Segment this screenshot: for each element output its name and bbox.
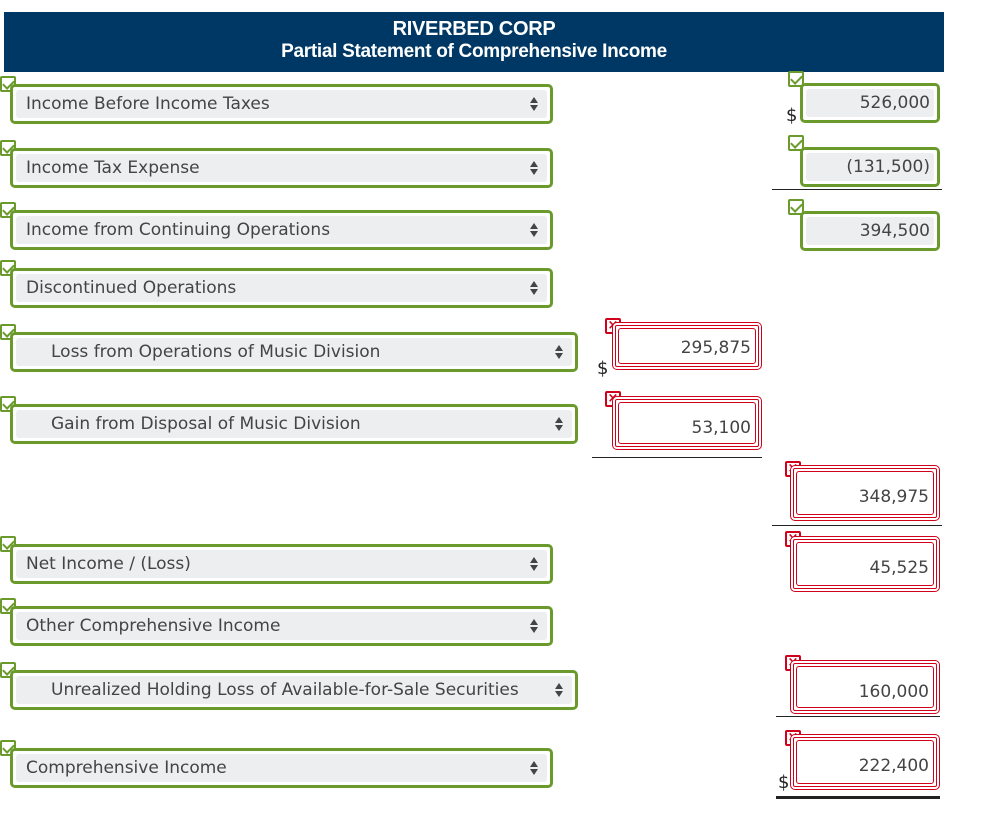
amount-value: 53,100 — [691, 418, 751, 438]
amount-value: 45,525 — [869, 558, 929, 578]
amount-value: 295,875 — [680, 338, 751, 358]
select-label: Other Comprehensive Income — [26, 616, 281, 636]
select-label: Unrealized Holding Loss of Available-for… — [51, 680, 519, 700]
select-label: Net Income / (Loss) — [26, 554, 191, 574]
currency-symbol: $ — [778, 772, 790, 793]
total-double-rule — [776, 796, 940, 799]
up-down-arrows-icon — [530, 95, 539, 113]
up-down-arrows-icon — [530, 555, 539, 573]
select-label: Income Tax Expense — [26, 158, 200, 178]
select-label: Income Before Income Taxes — [26, 94, 270, 114]
select-label: Discontinued Operations — [26, 278, 237, 298]
amount-value: 348,975 — [858, 487, 929, 507]
subtotal-rule — [772, 189, 942, 190]
line-item-select-discontinued-ops[interactable]: Discontinued Operations — [10, 268, 553, 308]
amount-input-income-continuing-ops[interactable]: 394,500 — [800, 211, 940, 251]
line-item-select-income-tax-expense[interactable]: Income Tax Expense — [10, 148, 553, 188]
up-down-arrows-icon — [530, 617, 539, 635]
line-item-select-loss-music-division[interactable]: Loss from Operations of Music Division — [10, 332, 578, 372]
amount-value: 394,500 — [859, 221, 930, 241]
line-item-select-comprehensive-income[interactable]: Comprehensive Income — [10, 748, 553, 788]
up-down-arrows-icon — [530, 759, 539, 777]
select-label: Comprehensive Income — [26, 758, 227, 778]
select-label: Gain from Disposal of Music Division — [51, 414, 361, 434]
subtotal-rule — [776, 716, 940, 717]
amount-input-income-tax-expense[interactable]: (131,500) — [800, 147, 940, 187]
amount-input-comprehensive-income[interactable]: 222,400 — [790, 734, 940, 790]
amount-input-loss-music-division[interactable]: 295,875 — [612, 322, 762, 370]
checkmark-icon — [788, 135, 804, 151]
up-down-arrows-icon — [530, 159, 539, 177]
line-item-select-net-income[interactable]: Net Income / (Loss) — [10, 544, 553, 584]
up-down-arrows-icon — [555, 681, 564, 699]
line-item-select-gain-disposal[interactable]: Gain from Disposal of Music Division — [10, 404, 578, 444]
select-label: Loss from Operations of Music Division — [51, 342, 381, 362]
amount-input-discontinued-total[interactable]: 348,975 — [790, 465, 940, 521]
amount-input-unrealized-holding-loss[interactable]: 160,000 — [790, 660, 940, 714]
up-down-arrows-icon — [555, 415, 564, 433]
amount-input-gain-disposal[interactable]: 53,100 — [612, 396, 762, 450]
subtotal-rule — [772, 525, 942, 526]
subtotal-rule — [592, 457, 762, 458]
line-item-select-income-before-taxes[interactable]: Income Before Income Taxes — [10, 84, 553, 124]
statement-title: Partial Statement of Comprehensive Incom… — [281, 41, 667, 62]
amount-value: 160,000 — [858, 682, 929, 702]
statement-header: RIVERBED CORP Partial Statement of Compr… — [4, 12, 944, 72]
amount-value: 526,000 — [859, 93, 930, 113]
currency-symbol: $ — [786, 105, 798, 126]
line-item-select-other-comprehensive-income[interactable]: Other Comprehensive Income — [10, 606, 553, 646]
currency-symbol: $ — [597, 358, 609, 379]
line-item-select-unrealized-holding-loss[interactable]: Unrealized Holding Loss of Available-for… — [10, 670, 578, 710]
up-down-arrows-icon — [530, 279, 539, 297]
amount-value: (131,500) — [846, 157, 930, 177]
up-down-arrows-icon — [555, 343, 564, 361]
amount-value: 222,400 — [858, 756, 929, 776]
select-label: Income from Continuing Operations — [26, 220, 331, 240]
amount-input-income-before-taxes[interactable]: 526,000 — [800, 83, 940, 123]
checkmark-icon — [788, 199, 804, 215]
up-down-arrows-icon — [530, 221, 539, 239]
line-item-select-income-continuing-ops[interactable]: Income from Continuing Operations — [10, 210, 553, 250]
checkmark-icon — [788, 71, 804, 87]
company-name: RIVERBED CORP — [392, 18, 556, 40]
amount-input-net-income[interactable]: 45,525 — [790, 536, 940, 592]
